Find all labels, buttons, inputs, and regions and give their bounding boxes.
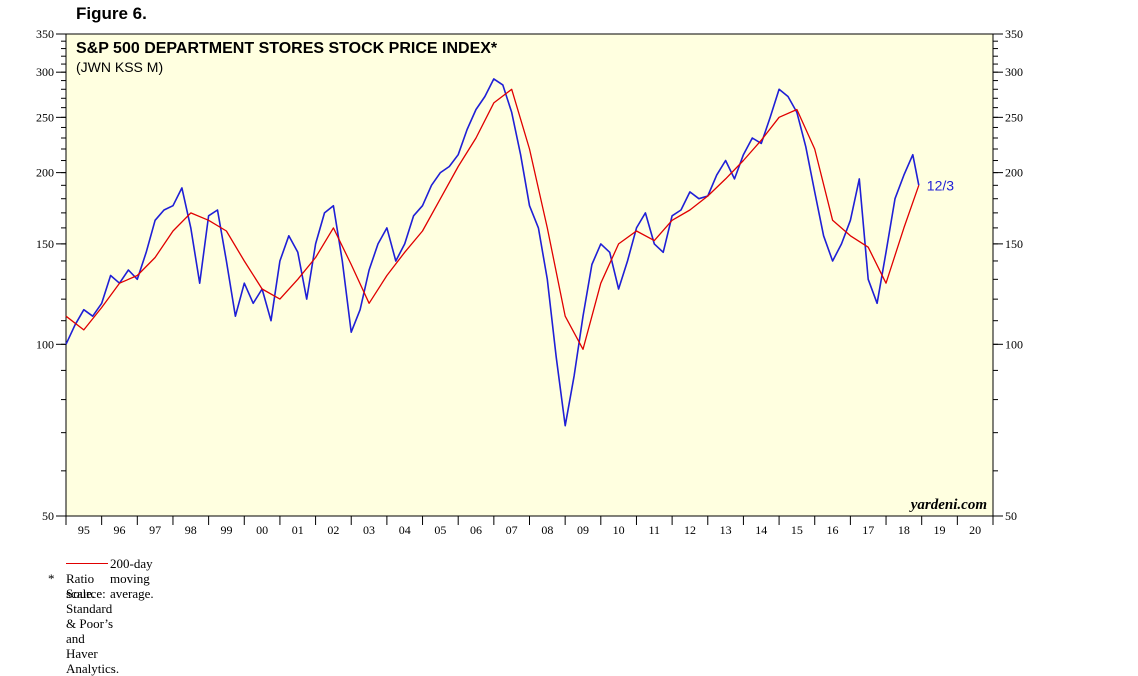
x-tick-label: 01 [292,523,304,537]
x-tick-label: 08 [541,523,553,537]
x-tick-label: 17 [862,523,874,537]
x-tick-label: 20 [969,523,981,537]
x-tick-label: 07 [506,523,518,537]
x-tick-label: 05 [434,523,446,537]
y-tick-label: 100 [36,337,54,351]
source-note-text: Source: Standard & Poor’s and Haver Anal… [66,586,120,676]
chart-title: S&P 500 DEPARTMENT STORES STOCK PRICE IN… [76,40,498,57]
x-tick-label: 99 [220,523,232,537]
y-tick-label: 50 [42,509,54,523]
x-tick-label: 06 [470,523,482,537]
y-tick-label: 300 [36,65,54,79]
x-tick-label: 98 [185,523,197,537]
plot-area [65,33,994,517]
index-series-line [65,78,920,427]
y-tick-label: 100 [1005,337,1023,351]
x-tick-label: 15 [791,523,803,537]
x-tick-label: 96 [113,523,125,537]
watermark: yardeni.com [909,497,987,513]
x-tick-label: 14 [755,523,767,537]
x-tick-label: 12 [684,523,696,537]
x-tick-label: 00 [256,523,268,537]
y-axis-right: 50 100 150 200 250 300 350 [993,27,1023,523]
x-axis: 95 96 97 98 99 00 01 02 03 04 05 06 07 08 09 10 11 12 13 14… [65,516,994,537]
y-tick-label: 250 [1005,110,1023,124]
chart-subtitle: (JWN KSS M) [76,59,163,75]
figure-label: Figure 6. [76,4,147,23]
footnote-marker: * [48,571,55,586]
x-tick-label: 18 [898,523,910,537]
y-tick-label: 200 [1005,166,1023,180]
y-axis-left: 50 100 150 200 250 300 350 [36,27,66,523]
y-tick-label: 350 [36,27,54,41]
x-tick-label: 02 [327,523,339,537]
x-tick-label: 11 [649,523,661,537]
y-tick-label: 250 [36,110,54,124]
y-tick-label: 300 [1005,65,1023,79]
x-tick-label: 13 [720,523,732,537]
x-tick-label: 04 [399,523,411,537]
x-tick-label: 03 [363,523,375,537]
y-tick-label: 150 [36,237,54,251]
y-tick-label: 350 [1005,27,1023,41]
x-tick-label: 10 [613,523,625,537]
y-tick-label: 200 [36,166,54,180]
x-tick-label: 19 [934,523,946,537]
x-tick-label: 97 [149,523,161,537]
x-tick-label: 16 [827,523,839,537]
end-date-label: 12/3 [927,177,954,193]
legend-swatch-moving-average [66,563,108,564]
ratio-note-text: Ratio scale. [66,571,96,601]
moving-average-line [65,88,920,350]
y-tick-label: 150 [1005,237,1023,251]
y-tick-label: 50 [1005,509,1017,523]
x-tick-label: 09 [577,523,589,537]
legend-label: 200-day moving average. [110,556,154,601]
x-tick-label: 95 [78,523,90,537]
